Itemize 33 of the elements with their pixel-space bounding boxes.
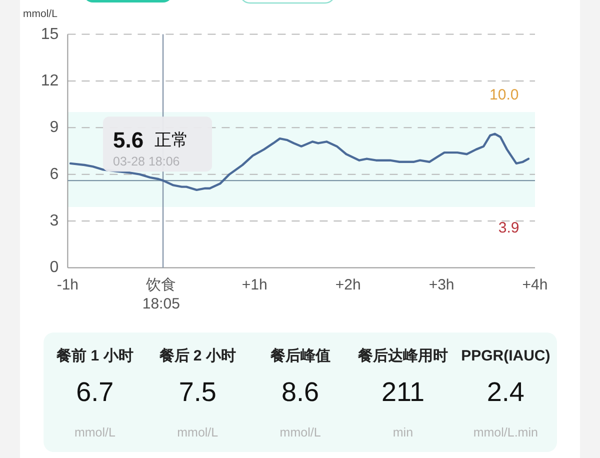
data-label: 7.5 [178, 377, 216, 407]
category-label: 餐后峰值 [269, 348, 330, 364]
y-tick-label: 15 [40, 26, 59, 43]
y-tick-label: 6 [50, 166, 59, 183]
category-label: PPGR(IAUC) [461, 348, 550, 364]
x-tick-label: +3h [428, 276, 454, 294]
y-tick-label: 12 [40, 72, 59, 90]
x-tick-label: +4h [522, 276, 548, 294]
x-tick-label: +1h [242, 276, 268, 294]
text: mmol/L [74, 426, 116, 440]
data-label: 6.7 [76, 377, 114, 407]
annotation: 5.6 正常 [113, 127, 189, 152]
text: min [392, 426, 414, 440]
line-series [69, 132, 530, 191]
y-tick-label: 9 [50, 119, 59, 136]
text: mmol/L [177, 426, 218, 440]
category-label: 餐前 1 小时 [56, 348, 134, 364]
annotation: 10.0 [490, 86, 519, 104]
y-axis-title: mmol/L [23, 8, 58, 20]
x-tick-label: +2h [335, 276, 361, 294]
category-label: 餐后达峰用时 [356, 348, 448, 364]
category-label: 餐后 2 小时 [158, 348, 236, 364]
text: mmol/L [280, 426, 321, 440]
y-tick-label: 0 [50, 259, 59, 276]
text: mmol/L.min [473, 426, 538, 440]
x-tick-label: -1h [56, 276, 79, 294]
annotation: 03-28 18:06 [113, 154, 180, 169]
y-tick-label: 3 [50, 212, 59, 230]
data-label: 211 [381, 377, 425, 407]
annotation: 3.9 [498, 220, 520, 237]
x-tick-label: 饮食 18:05 [142, 276, 180, 312]
data-label: 2.4 [486, 377, 524, 407]
data-label: 8.6 [282, 377, 320, 407]
